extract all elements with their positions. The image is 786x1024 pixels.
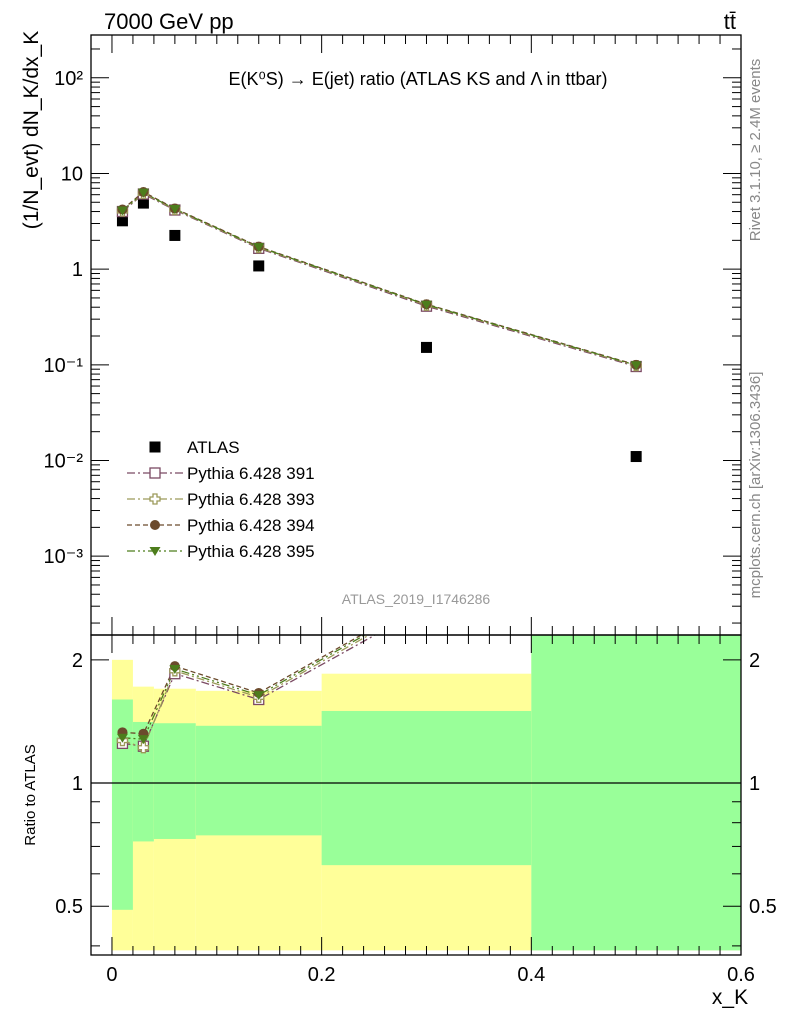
ratio-ytick-label-right: 0.5 <box>749 896 777 918</box>
legend-label-3: Pythia 6.428 394 <box>187 516 315 535</box>
main-ytick-label: 10⁻¹ <box>44 355 84 377</box>
legend-marker-0 <box>149 441 161 453</box>
ratio-markers-group <box>116 661 265 754</box>
point-s4-3 <box>253 243 265 253</box>
point-s4-0 <box>116 206 128 216</box>
main-ytick-label: 10² <box>54 68 83 90</box>
x-axis-label: x_K <box>712 986 748 1009</box>
point-s0-1 <box>137 197 149 209</box>
ratio-point-s3-1 <box>137 735 149 745</box>
main-ytick-label: 10⁻³ <box>44 546 84 568</box>
band-green-5 <box>531 635 741 951</box>
chart-title: E(K⁰S) → E(jet) ratio (ATLAS KS and Λ in… <box>228 69 607 89</box>
xtick-label: 0 <box>106 964 117 986</box>
main-markers-group <box>116 187 642 463</box>
band-green-3 <box>195 725 322 836</box>
band-green-0 <box>111 699 133 910</box>
axes-group: 10⁻³ 10⁻² 10⁻¹ 1 10 10² 0 0.2 0.4 0.6 0.5 0.5 1 1 2 2 <box>44 34 777 986</box>
point-s4-5 <box>630 361 642 371</box>
point-s4-2 <box>169 205 181 215</box>
legend-label-0: ATLAS <box>187 438 240 457</box>
ratio-ytick-label-right: 2 <box>749 650 760 672</box>
legend: ATLAS Pythia 6.428 391 Pythia 6.428 393 Pyt… <box>127 438 315 561</box>
ratio-point-s3-0 <box>116 733 128 743</box>
xtick-label: 0.2 <box>308 964 336 986</box>
ratio-ytick-label-right: 1 <box>749 773 760 795</box>
mcplots-label: mcplots.cern.ch [arXiv:1306.3436] <box>747 372 764 599</box>
point-s4-1 <box>137 188 149 198</box>
ratio-frame <box>90 634 742 956</box>
energy-label: 7000 GeV pp <box>104 9 234 34</box>
legend-marker-2 <box>149 493 161 505</box>
main-series-group <box>122 191 637 368</box>
ratio-uncertainty-bands <box>91 635 741 951</box>
main-ytick-label: 10 <box>61 163 83 185</box>
ratio-point-s3-2 <box>169 664 181 674</box>
y-axis-label-main: (1/N_evt) dN_K/dx_K <box>20 31 43 229</box>
ratio-ytick-label: 2 <box>72 650 83 672</box>
ratio-point-s1-1 <box>137 742 150 754</box>
ratio-line-3 <box>122 635 367 740</box>
process-label: tt̄ <box>724 9 736 34</box>
point-s4-4 <box>420 300 432 310</box>
legend-label-1: Pythia 6.428 391 <box>187 464 315 483</box>
point-s0-5 <box>630 451 642 463</box>
main-ytick-label: 10⁻² <box>44 450 84 472</box>
series-line-3 <box>122 191 637 366</box>
main-ytick-label: 1 <box>72 259 83 281</box>
point-s0-4 <box>420 341 432 353</box>
point-s0-2 <box>169 229 181 241</box>
ratio-point-s3-3 <box>253 691 265 701</box>
legend-label-4: Pythia 6.428 395 <box>187 542 315 561</box>
legend-marker-4 <box>149 547 161 556</box>
legend-marker-3 <box>150 520 160 530</box>
band-green-2 <box>153 723 196 839</box>
ratio-ytick-label: 0.5 <box>55 896 83 918</box>
legend-label-2: Pythia 6.428 393 <box>187 490 315 509</box>
series-line-4 <box>122 191 637 366</box>
point-s0-0 <box>116 215 128 227</box>
xtick-label: 0.4 <box>517 964 545 986</box>
analysis-watermark: ATLAS_2019_I1746286 <box>342 591 491 607</box>
ratio-ytick-label: 1 <box>72 773 83 795</box>
xtick-label: 0.6 <box>727 964 755 986</box>
y-axis-label-ratio: Ratio to ATLAS <box>22 744 39 845</box>
band-green-4 <box>321 710 532 866</box>
point-s0-3 <box>253 260 265 272</box>
rivet-label: Rivet 3.1.10, ≥ 2.4M events <box>747 59 764 242</box>
legend-marker-1 <box>149 467 161 479</box>
